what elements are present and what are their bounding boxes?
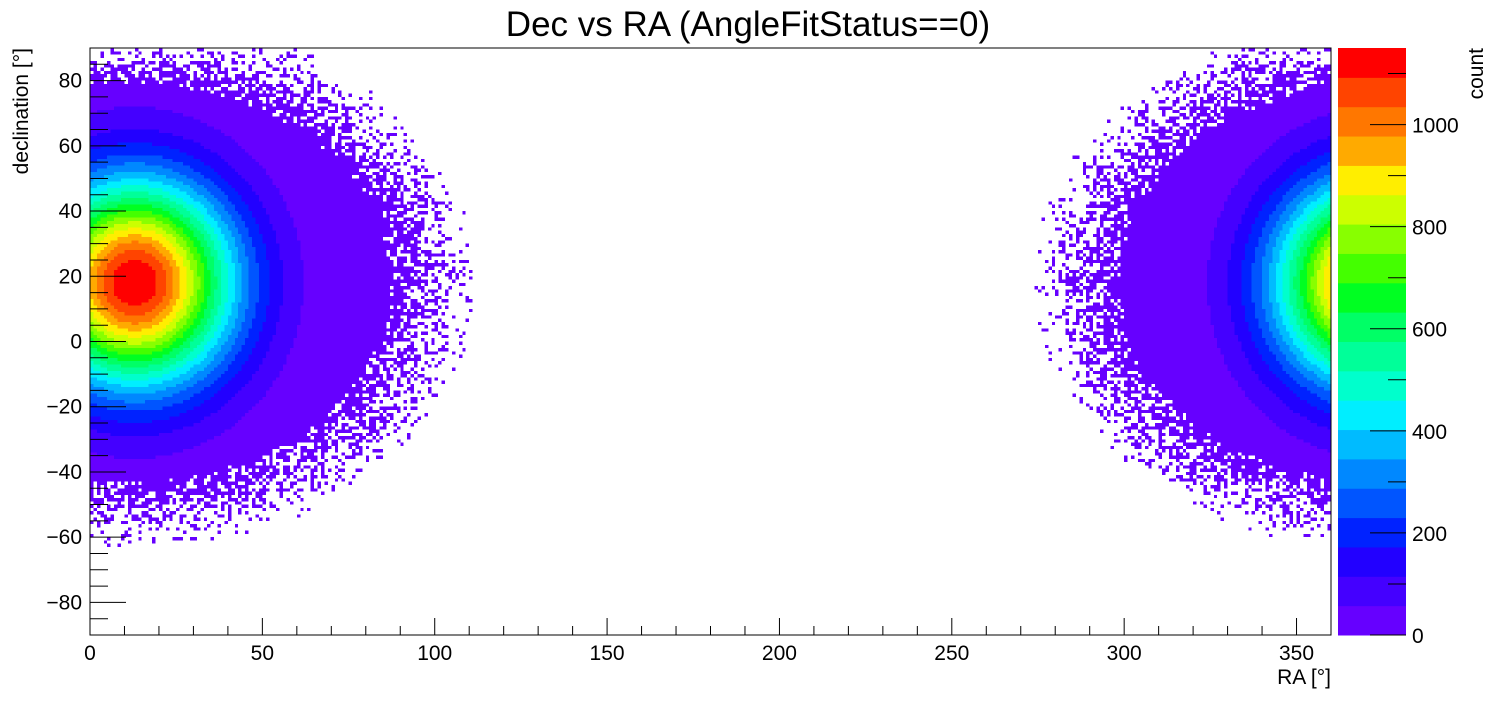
- colorbar-segment: [1338, 136, 1406, 166]
- x-tick-label: 300: [1107, 642, 1142, 665]
- colorbar-segment: [1338, 106, 1406, 137]
- x-tick-label: 350: [1279, 642, 1314, 665]
- colorbar-segment: [1338, 194, 1406, 225]
- colorbar-segment: [1338, 458, 1406, 489]
- x-tick-label: 0: [84, 642, 96, 665]
- y-tick-label: 40: [59, 200, 82, 223]
- y-tick-label: −20: [46, 396, 82, 419]
- chart-title: Dec vs RA (AngleFitStatus==0): [506, 5, 990, 44]
- colorbar-segment: [1338, 312, 1406, 342]
- colorbar-segment: [1338, 282, 1406, 313]
- heat-cells: [90, 48, 1331, 635]
- colorbar-segment: [1338, 77, 1406, 108]
- z-tick-label: 400: [1412, 421, 1447, 444]
- y-tick-label: −80: [46, 591, 82, 614]
- y-tick-label: −40: [46, 461, 82, 484]
- z-tick-label: 800: [1412, 217, 1447, 240]
- colorbar-segment: [1338, 400, 1406, 431]
- colorbar-segment: [1338, 370, 1406, 401]
- x-axis-title: RA [°]: [1277, 666, 1331, 689]
- y-tick-label: 60: [59, 135, 82, 158]
- y-axis: −80 −60 −40 −20 0 20 40 60 80: [46, 47, 126, 636]
- y-tick-label: 80: [59, 70, 82, 93]
- z-tick-label: 600: [1412, 319, 1447, 342]
- colorbar-title: count: [1465, 48, 1488, 100]
- y-axis-title: declination [°]: [10, 48, 33, 174]
- colorbar-segment: [1338, 605, 1406, 636]
- heatmap-image: [90, 48, 1331, 635]
- x-tick-label: 250: [934, 642, 969, 665]
- y-tick-label: −60: [46, 526, 82, 549]
- x-tick-label: 150: [590, 642, 625, 665]
- x-tick-label: 100: [417, 642, 452, 665]
- x-axis: 0 50 100 150 200 250 300 350: [84, 618, 1332, 665]
- colorbar-segment: [1338, 165, 1406, 196]
- colorbar: [1338, 48, 1406, 636]
- colorbar-segment: [1338, 48, 1406, 78]
- colorbar-segment: [1338, 224, 1406, 254]
- colorbar-segment: [1338, 429, 1406, 460]
- colorbar-segment: [1338, 576, 1406, 607]
- colorbar-segment: [1338, 488, 1406, 519]
- z-tick-label: 0: [1412, 625, 1424, 648]
- colorbar-segment: [1338, 341, 1406, 372]
- colorbar-segment: [1338, 546, 1406, 577]
- z-tick-label: 200: [1412, 523, 1447, 546]
- y-tick-label: 20: [59, 265, 82, 288]
- colorbar-axis: 0 200 400 600 800 1000: [1370, 73, 1459, 648]
- colorbar-segment: [1338, 253, 1406, 284]
- x-tick-label: 200: [762, 642, 797, 665]
- z-tick-label: 1000: [1412, 115, 1459, 138]
- y-tick-label: 0: [70, 331, 82, 354]
- x-tick-label: 50: [251, 642, 274, 665]
